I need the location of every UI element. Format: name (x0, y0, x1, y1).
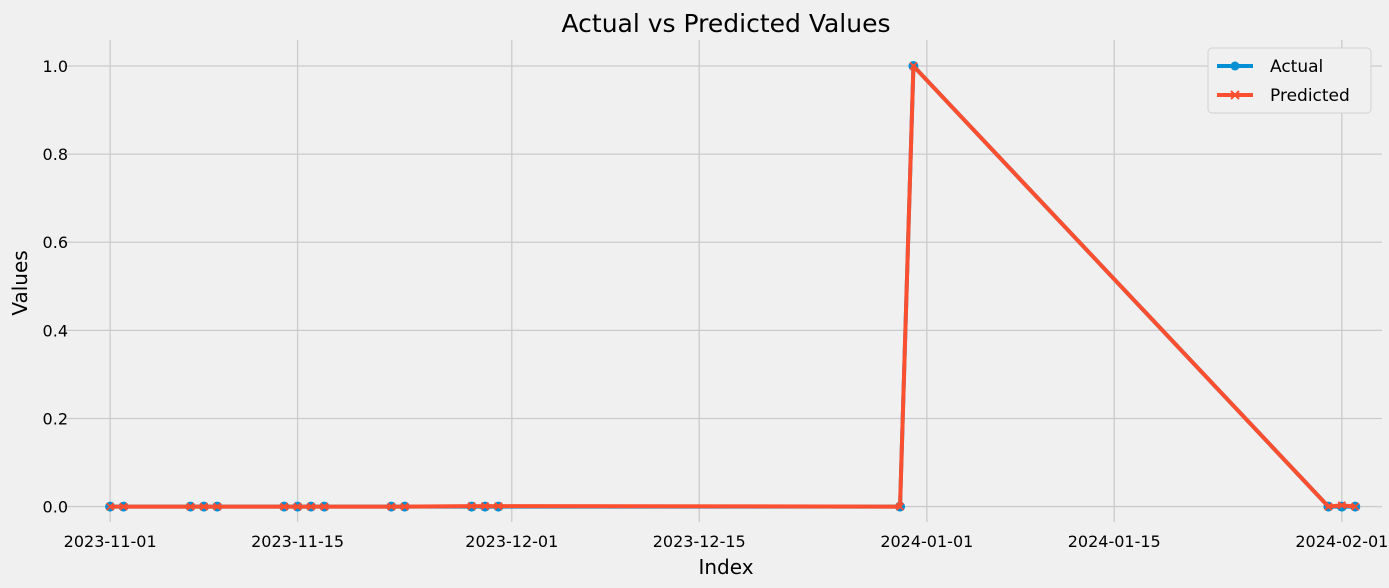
x-axis-label: Index (698, 555, 753, 579)
x-tick-label: 2023-12-01 (465, 532, 558, 551)
y-tick-label: 1.0 (43, 57, 68, 76)
data-point-predicted (909, 61, 918, 71)
data-point-predicted (480, 502, 490, 511)
x-tick-label: 2023-11-01 (64, 532, 157, 551)
series-predicted (106, 61, 1360, 511)
data-point-predicted (467, 502, 476, 511)
legend-marker-actual (1230, 61, 1240, 71)
y-tick-label: 0.0 (43, 498, 68, 517)
y-tick-label: 0.6 (43, 233, 68, 252)
x-tick-label: 2023-12-15 (653, 532, 746, 551)
y-tick-label: 0.8 (43, 145, 68, 164)
legend-label-actual: Actual (1270, 57, 1323, 77)
data-point-predicted (213, 502, 222, 511)
y-tick-label: 0.2 (43, 409, 68, 428)
data-point-predicted (199, 502, 209, 511)
data-point-predicted (1324, 502, 1333, 511)
data-point-predicted (387, 502, 396, 511)
chart-title: Actual vs Predicted Values (561, 9, 890, 38)
data-point-predicted (280, 502, 289, 511)
data-point-predicted (306, 502, 316, 511)
data-point-predicted (119, 502, 128, 511)
y-tick-label: 0.4 (43, 321, 68, 340)
series-layer (105, 61, 1361, 512)
data-point-predicted (494, 502, 503, 511)
data-point-predicted (1337, 501, 1346, 510)
legend-marker-predicted (1230, 90, 1240, 100)
x-tick-label: 2024-02-01 (1295, 532, 1388, 551)
series-line-predicted (110, 64, 1356, 509)
series-line-actual (110, 64, 1356, 509)
data-point-predicted (186, 502, 195, 511)
legend-label-predicted: Predicted (1270, 86, 1350, 106)
tick-labels: 2023-11-01 2023-11-15 2023-12-01 2023-12-15… (43, 57, 1389, 551)
x-tick-label: 2024-01-15 (1068, 532, 1161, 551)
series-actual (105, 61, 1361, 512)
grid-lines (64, 40, 1382, 522)
data-point-predicted (400, 502, 409, 511)
x-tick-label: 2024-01-01 (880, 532, 973, 551)
y-axis-label: Values (8, 250, 32, 315)
data-point-predicted (106, 502, 115, 511)
data-point-predicted (320, 502, 329, 511)
data-point-predicted (895, 502, 905, 511)
x-tick-label: 2023-11-15 (251, 532, 344, 551)
data-point-predicted (293, 502, 302, 511)
legend: Actual Predicted (1207, 47, 1372, 114)
data-point-predicted (1351, 502, 1360, 511)
